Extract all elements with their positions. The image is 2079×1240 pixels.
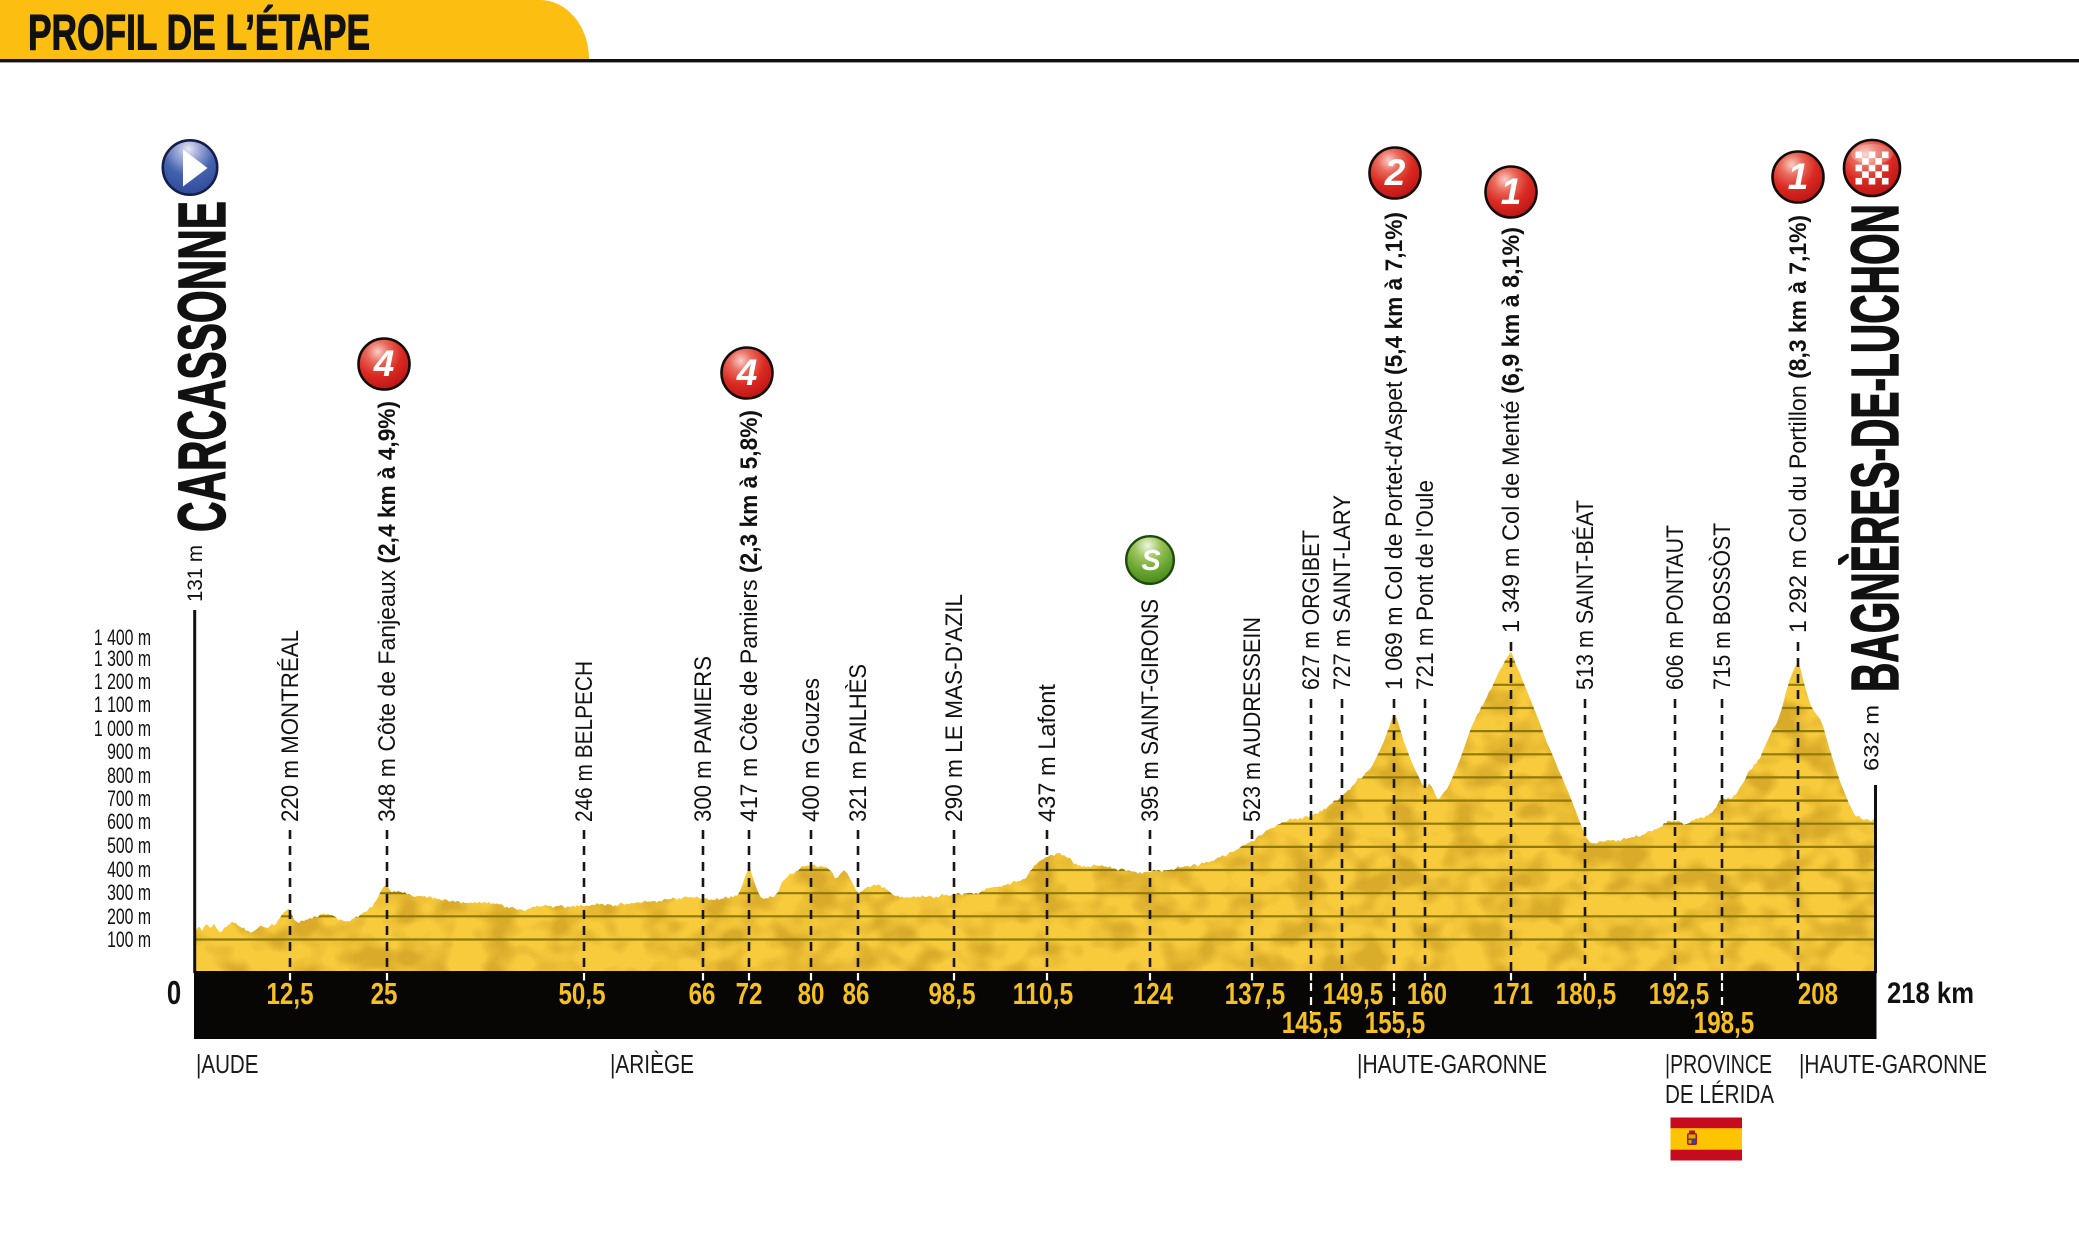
svg-text:715 m BOSSÒST: 715 m BOSSÒST: [1709, 523, 1736, 690]
svg-text:PROFIL DE L’ÉTAPE: PROFIL DE L’ÉTAPE: [28, 5, 370, 61]
svg-text:(2,4 km à 4,9%): (2,4 km à 4,9%): [374, 401, 401, 564]
svg-text:321 m PAILHÈS: 321 m PAILHÈS: [845, 664, 872, 822]
svg-text:513 m SAINT-BÉAT: 513 m SAINT-BÉAT: [1572, 500, 1599, 690]
svg-text:200 m: 200 m: [107, 904, 151, 929]
svg-text:4: 4: [736, 352, 758, 393]
svg-text:218 km: 218 km: [1887, 977, 1974, 1010]
svg-text:DE LÉRIDA: DE LÉRIDA: [1665, 1079, 1775, 1109]
svg-text:(2,3 km à 5,8%): (2,3 km à 5,8%): [736, 410, 763, 573]
svg-text:50,5: 50,5: [559, 976, 606, 1011]
svg-text:1 000 m: 1 000 m: [94, 716, 151, 741]
svg-text:2: 2: [1384, 152, 1406, 193]
svg-text:|HAUTE-GARONNE: |HAUTE-GARONNE: [1799, 1049, 1987, 1079]
svg-text:131 m: 131 m: [184, 545, 207, 602]
svg-text:1 349 m Col de Menté: 1 349 m Col de Menté: [1498, 394, 1525, 633]
svg-text:72: 72: [736, 976, 763, 1011]
svg-text:348 m Côte de Fanjeaux: 348 m Côte de Fanjeaux: [374, 564, 401, 823]
svg-text:300 m PAMIERS: 300 m PAMIERS: [690, 656, 717, 822]
svg-text:124: 124: [1133, 976, 1174, 1011]
svg-text:1 300 m: 1 300 m: [94, 646, 151, 671]
svg-text:627 m ORGIBET: 627 m ORGIBET: [1298, 530, 1325, 690]
svg-text:192,5: 192,5: [1649, 976, 1709, 1011]
svg-text:437 m Lafont: 437 m Lafont: [1034, 684, 1061, 822]
svg-text:800 m: 800 m: [107, 763, 151, 788]
svg-text:110,5: 110,5: [1013, 976, 1073, 1011]
svg-text:171: 171: [1493, 976, 1533, 1011]
svg-text:86: 86: [843, 976, 870, 1011]
svg-text:900 m: 900 m: [107, 739, 151, 764]
svg-text:1 200 m: 1 200 m: [94, 669, 151, 694]
svg-text:0: 0: [167, 974, 181, 1011]
svg-text:198,5: 198,5: [1694, 1005, 1754, 1040]
svg-text:66: 66: [689, 976, 716, 1011]
svg-text:1 292 m Col du Portillon: 1 292 m Col du Portillon: [1785, 379, 1812, 633]
svg-text:|AUDE: |AUDE: [196, 1049, 259, 1079]
svg-text:25: 25: [371, 976, 398, 1011]
svg-text:CARCASSONNE: CARCASSONNE: [165, 201, 240, 532]
svg-text:606 m PONTAUT: 606 m PONTAUT: [1662, 525, 1689, 690]
svg-text:721 m Pont de l'Oule: 721 m Pont de l'Oule: [1412, 480, 1439, 690]
svg-text:|ARIÈGE: |ARIÈGE: [610, 1049, 694, 1079]
svg-text:(5,4 km à 7,1%): (5,4 km à 7,1%): [1381, 212, 1408, 375]
svg-text:98,5: 98,5: [929, 976, 976, 1011]
svg-text:300 m: 300 m: [107, 880, 151, 905]
svg-text:BAGNÈRES-DE-LUCHON: BAGNÈRES-DE-LUCHON: [1838, 204, 1913, 692]
svg-text:149,5: 149,5: [1323, 976, 1383, 1011]
svg-text:|HAUTE-GARONNE: |HAUTE-GARONNE: [1357, 1049, 1547, 1079]
svg-text:145,5: 145,5: [1282, 1005, 1342, 1040]
svg-text:180,5: 180,5: [1556, 976, 1616, 1011]
svg-text:1: 1: [1788, 156, 1809, 197]
svg-text:S: S: [1141, 545, 1161, 577]
svg-text:400 m Gouzes: 400 m Gouzes: [798, 678, 825, 822]
svg-text:1 100 m: 1 100 m: [94, 692, 151, 717]
svg-text:220 m MONTRÉAL: 220 m MONTRÉAL: [277, 630, 304, 822]
svg-text:417 m Côte de Pamiers: 417 m Côte de Pamiers: [736, 573, 763, 822]
svg-text:137,5: 137,5: [1225, 976, 1285, 1011]
svg-text:80: 80: [798, 976, 825, 1011]
svg-text:727 m SAINT-LARY: 727 m SAINT-LARY: [1329, 495, 1356, 690]
svg-text:700 m: 700 m: [107, 786, 151, 811]
svg-text:160: 160: [1407, 976, 1447, 1011]
svg-text:1 400 m: 1 400 m: [94, 625, 151, 650]
svg-text:395 m SAINT-GIRONS: 395 m SAINT-GIRONS: [1137, 599, 1164, 822]
svg-text:(8,3 km à 7,1%): (8,3 km à 7,1%): [1785, 215, 1812, 379]
svg-text:1 069 m Col de Portet-d'Aspet: 1 069 m Col de Portet-d'Aspet: [1381, 375, 1408, 690]
svg-text:|PROVINCE: |PROVINCE: [1665, 1049, 1772, 1079]
svg-text:400 m: 400 m: [107, 857, 151, 882]
svg-text:12,5: 12,5: [267, 976, 314, 1011]
svg-text:1: 1: [1501, 171, 1522, 212]
svg-text:4: 4: [373, 343, 395, 384]
svg-text:290 m LE MAS-D'AZIL: 290 m LE MAS-D'AZIL: [941, 594, 968, 822]
svg-text:523 m AUDRESSEIN: 523 m AUDRESSEIN: [1239, 617, 1266, 822]
svg-text:100 m: 100 m: [107, 927, 151, 952]
svg-text:500 m: 500 m: [107, 833, 151, 858]
svg-text:(6,9 km à 8,1%): (6,9 km à 8,1%): [1498, 227, 1525, 394]
svg-text:600 m: 600 m: [107, 809, 151, 834]
svg-text:632 m: 632 m: [1861, 705, 1884, 771]
svg-text:155,5: 155,5: [1365, 1005, 1425, 1040]
svg-text:208: 208: [1798, 976, 1838, 1011]
svg-text:246 m BELPECH: 246 m BELPECH: [571, 661, 598, 822]
